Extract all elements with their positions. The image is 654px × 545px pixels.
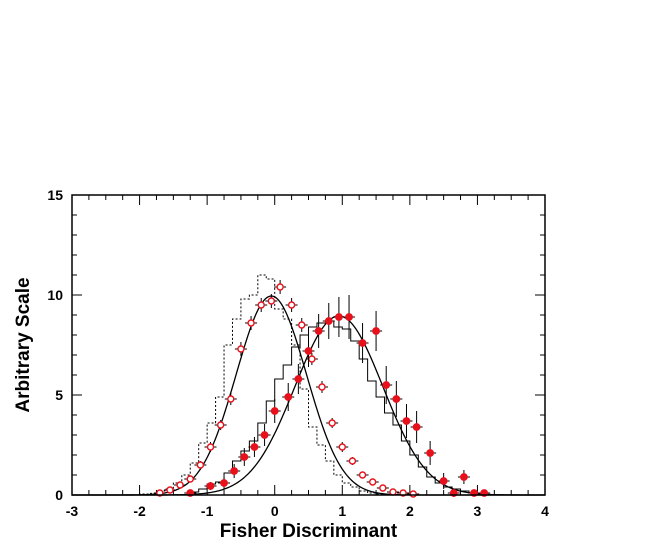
open-data-point [379,484,387,492]
filled-data-point [345,313,353,321]
open-data-point [389,488,397,496]
open-data-point [308,355,316,363]
open-data-point [176,481,184,489]
filled-data-point [240,453,249,461]
filled-data-point [335,313,343,321]
x-tick-label: 4 [541,503,549,519]
y-tick-label: 10 [47,287,63,303]
open-data-point [318,383,326,391]
filled-data-point [402,417,411,425]
tick-labels: -3 -2 -1 0 1 2 3 4 0 5 10 15 [47,187,549,519]
filled-data-point [439,477,448,485]
open-data-point [298,321,306,329]
filled-data-point [382,381,391,389]
x-tick-label: -3 [66,503,79,519]
open-data-point [227,395,235,403]
filled-data-point [412,423,421,431]
filled-data-point [294,375,303,383]
y-axis-title: Arbitrary Scale [13,277,34,412]
filled-data-point [358,339,367,347]
filled-data-point [284,393,293,401]
open-data-point [196,461,205,469]
x-tick-label: -1 [201,503,214,519]
open-data-point [338,443,346,451]
filled-data-point [372,327,380,335]
open-data-point [166,486,174,494]
y-tick-label: 5 [55,387,63,403]
x-tick-label: 1 [338,503,346,519]
open-data-point [409,490,417,498]
x-tick-label: 3 [474,503,482,519]
open-data-point [186,475,194,483]
filled-data-point [230,467,239,475]
x-tick-label: 2 [406,503,414,519]
filled-data-point [426,449,435,457]
open-data-point [328,419,336,427]
open-data-point [267,297,276,305]
open-data-point [206,443,215,451]
x-axis-title: Fisher Discriminant [220,521,398,542]
filled-data-point [206,482,215,490]
filled-data-point [314,327,323,335]
filled-data-point [260,431,269,439]
open-data-point [368,478,377,486]
open-data-point [257,301,265,309]
y-tick-label: 15 [47,187,63,203]
x-tick-label: -2 [133,503,146,519]
open-data-point [348,457,357,465]
y-tick-label: 0 [55,487,63,503]
filled-data-point [250,443,259,451]
x-tick-label: 0 [271,503,279,519]
open-data-point [247,319,255,327]
histogram-solid [189,320,478,495]
open-data-point [216,421,225,429]
open-data-point [358,471,367,479]
filled-data-point [324,317,333,325]
open-data-point [276,283,284,291]
filled-data-point [270,407,279,415]
filled-data-point [392,395,401,403]
plot-frame [71,194,546,496]
filled-data-point [304,347,313,355]
open-data-point [237,345,245,353]
data-points [153,280,491,498]
histograms [139,274,478,495]
filled-data-point [220,479,228,487]
open-data-point [287,301,296,309]
filled-data-point [460,473,468,481]
